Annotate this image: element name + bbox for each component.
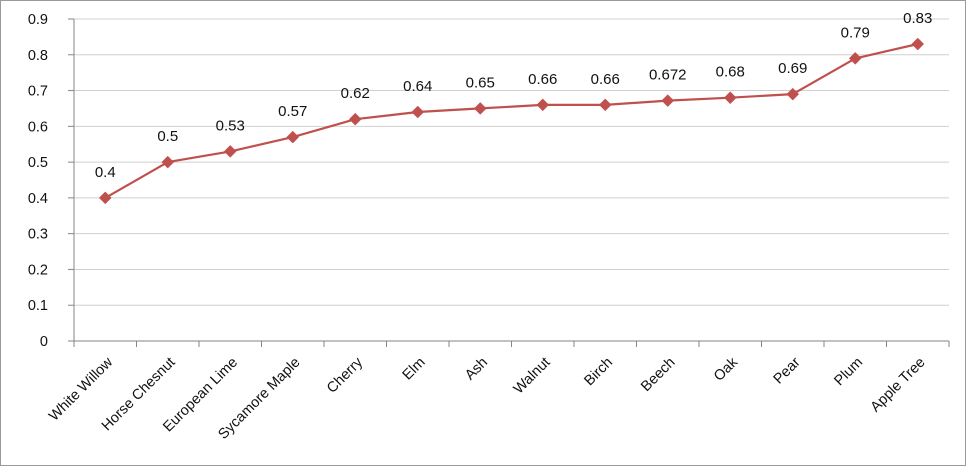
x-category-label: Beech [638, 355, 678, 395]
x-category-label: Apple Tree [868, 355, 929, 416]
x-category-label: Pear [771, 354, 804, 387]
series-line [104, 42, 919, 199]
y-tick-label: 0.4 [28, 191, 48, 207]
x-category-label: Ash [462, 355, 491, 384]
gridlines [74, 18, 949, 306]
data-point-marker [473, 102, 487, 115]
data-value-label: 0.5 [157, 128, 178, 145]
x-category-label: White Willow [46, 354, 116, 424]
data-point-marker [286, 130, 300, 144]
data-point-marker [536, 98, 550, 112]
data-point-marker [98, 191, 112, 205]
data-labels: 0.4 0.5 0.53 0.57 0.62 0.64 0.65 0.66 0.66 0.672 0… [95, 10, 933, 181]
data-point-marker [411, 105, 425, 119]
y-axis-tick-labels: 0 0.1 0.2 0.3 0.4 0.5 0.6 0.7 0.8 0.9 [28, 12, 48, 350]
data-value-label: 0.53 [216, 117, 245, 134]
data-value-label: 0.79 [841, 24, 870, 41]
y-tick-label: 0.7 [28, 84, 48, 100]
data-value-label: 0.66 [528, 71, 557, 88]
y-tick-label: 0.3 [28, 227, 48, 243]
y-tick-label: 0.5 [28, 155, 48, 171]
data-point-marker [661, 94, 675, 107]
data-value-label: 0.69 [778, 60, 807, 77]
data-point-marker [598, 98, 612, 112]
data-value-label: 0.83 [903, 10, 932, 27]
data-point-marker [786, 87, 800, 101]
y-tick-label: 0.8 [28, 48, 48, 64]
data-markers [98, 37, 925, 205]
x-category-label: Elm [400, 355, 429, 384]
axes [68, 18, 950, 347]
y-tick-label: 0.2 [28, 262, 48, 278]
data-value-label: 0.68 [716, 64, 745, 81]
x-category-label: Cherry [324, 354, 367, 397]
y-tick-label: 0.6 [28, 119, 48, 135]
data-value-label: 0.66 [591, 71, 620, 88]
data-point-marker [911, 37, 925, 51]
series-line-layer [104, 42, 919, 199]
data-value-label: 0.4 [95, 164, 116, 181]
x-category-label: Walnut [511, 355, 554, 398]
x-category-label: Plum [831, 355, 866, 390]
data-value-label: 0.65 [466, 74, 495, 91]
x-category-label: Oak [711, 354, 742, 385]
x-category-label: Birch [581, 355, 616, 390]
data-value-label: 0.672 [649, 67, 687, 84]
data-point-marker [348, 112, 362, 126]
data-point-marker [223, 145, 237, 158]
data-value-label: 0.64 [403, 78, 432, 95]
y-tick-label: 0.9 [28, 12, 48, 28]
y-tick-label: 0 [40, 334, 48, 350]
data-point-marker [848, 52, 862, 65]
data-point-marker [723, 91, 737, 105]
data-value-label: 0.57 [278, 103, 307, 120]
data-value-label: 0.62 [341, 85, 370, 102]
y-tick-label: 0.1 [28, 298, 48, 314]
data-point-marker [161, 155, 175, 169]
